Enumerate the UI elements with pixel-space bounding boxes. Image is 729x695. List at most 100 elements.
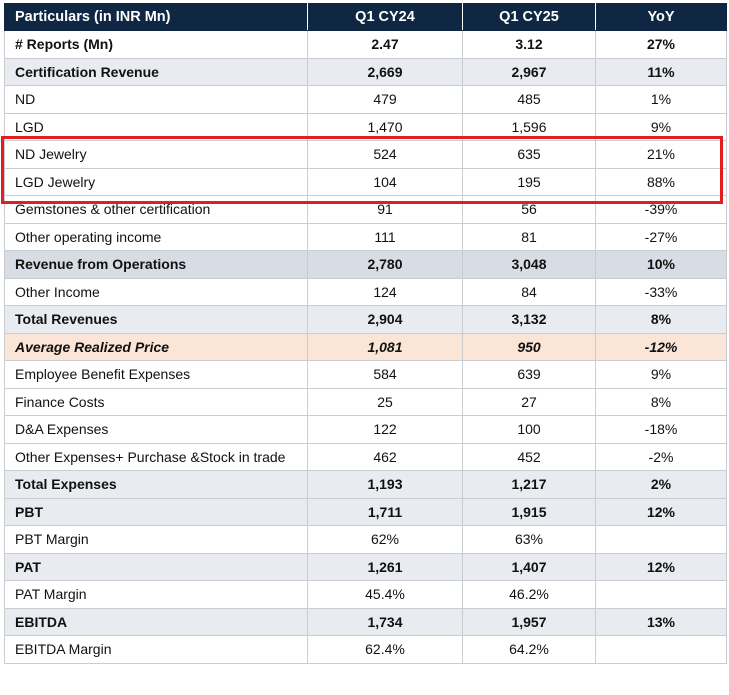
value-q1-cy25: 84 <box>462 277 596 306</box>
value-q1-cy24: 1,734 <box>307 607 463 636</box>
row-label: ND Jewelry <box>4 140 308 169</box>
value-yoy <box>595 635 727 664</box>
value-q1-cy25: 2,967 <box>462 57 596 86</box>
value-q1-cy25: 63% <box>462 525 596 554</box>
value-yoy: -27% <box>595 222 727 251</box>
header-q1-cy25: Q1 CY25 <box>462 3 596 31</box>
value-q1-cy24: 45.4% <box>307 580 463 609</box>
header-yoy: YoY <box>595 3 727 31</box>
value-q1-cy25: 1,915 <box>462 497 596 526</box>
value-q1-cy24: 1,711 <box>307 497 463 526</box>
table-row: PAT Margin 45.4% 46.2% <box>4 580 727 609</box>
value-yoy: 12% <box>595 497 727 526</box>
value-q1-cy24: 2,669 <box>307 57 463 86</box>
row-label: Total Revenues <box>4 305 308 334</box>
row-label: Certification Revenue <box>4 57 308 86</box>
value-q1-cy25: 46.2% <box>462 580 596 609</box>
table-row: Employee Benefit Expenses 584 639 9% <box>4 360 727 389</box>
value-yoy <box>595 525 727 554</box>
row-label: PBT Margin <box>4 525 308 554</box>
row-label: PAT <box>4 552 308 581</box>
value-q1-cy25: 64.2% <box>462 635 596 664</box>
row-label: Other Income <box>4 277 308 306</box>
value-q1-cy25: 1,407 <box>462 552 596 581</box>
value-q1-cy24: 1,470 <box>307 112 463 141</box>
value-q1-cy24: 104 <box>307 167 463 196</box>
value-q1-cy25: 3.12 <box>462 30 596 59</box>
table-row: Finance Costs 25 27 8% <box>4 387 727 416</box>
table-row: Revenue from Operations 2,780 3,048 10% <box>4 250 727 279</box>
value-q1-cy25: 950 <box>462 332 596 361</box>
value-q1-cy25: 1,957 <box>462 607 596 636</box>
value-q1-cy25: 100 <box>462 415 596 444</box>
value-yoy <box>595 580 727 609</box>
table-row: Other Expenses+ Purchase &Stock in trade… <box>4 442 727 471</box>
value-q1-cy24: 124 <box>307 277 463 306</box>
value-yoy: 13% <box>595 607 727 636</box>
value-yoy: 11% <box>595 57 727 86</box>
value-yoy: 88% <box>595 167 727 196</box>
table-row: LGD 1,470 1,596 9% <box>4 112 727 141</box>
row-label: LGD <box>4 112 308 141</box>
row-label: # Reports (Mn) <box>4 30 308 59</box>
table-row: ND 479 485 1% <box>4 85 727 114</box>
table-row: EBITDA Margin 62.4% 64.2% <box>4 635 727 664</box>
value-q1-cy24: 2,904 <box>307 305 463 334</box>
row-label: Other operating income <box>4 222 308 251</box>
value-q1-cy25: 1,596 <box>462 112 596 141</box>
value-q1-cy24: 462 <box>307 442 463 471</box>
value-q1-cy24: 1,193 <box>307 470 463 499</box>
value-yoy: -2% <box>595 442 727 471</box>
value-yoy: -39% <box>595 195 727 224</box>
value-yoy: 2% <box>595 470 727 499</box>
value-yoy: 8% <box>595 387 727 416</box>
table-row: Total Expenses 1,193 1,217 2% <box>4 470 727 499</box>
value-yoy: 1% <box>595 85 727 114</box>
value-yoy: 9% <box>595 360 727 389</box>
financial-table-container: Particulars (in INR Mn) Q1 CY24 Q1 CY25 … <box>4 3 727 664</box>
row-label: EBITDA Margin <box>4 635 308 664</box>
table-row: PBT Margin 62% 63% <box>4 525 727 554</box>
row-label: LGD Jewelry <box>4 167 308 196</box>
value-q1-cy24: 111 <box>307 222 463 251</box>
value-q1-cy25: 27 <box>462 387 596 416</box>
value-q1-cy25: 195 <box>462 167 596 196</box>
value-q1-cy24: 25 <box>307 387 463 416</box>
value-yoy: 21% <box>595 140 727 169</box>
value-q1-cy25: 635 <box>462 140 596 169</box>
value-yoy: 10% <box>595 250 727 279</box>
value-q1-cy25: 56 <box>462 195 596 224</box>
table-row: Other Income 124 84 -33% <box>4 277 727 306</box>
row-label: Total Expenses <box>4 470 308 499</box>
financial-table: Particulars (in INR Mn) Q1 CY24 Q1 CY25 … <box>4 3 727 664</box>
header-q1-cy24: Q1 CY24 <box>307 3 463 31</box>
value-yoy: 9% <box>595 112 727 141</box>
value-yoy: 12% <box>595 552 727 581</box>
value-q1-cy24: 1,081 <box>307 332 463 361</box>
table-row: LGD Jewelry 104 195 88% <box>4 167 727 196</box>
table-row: EBITDA 1,734 1,957 13% <box>4 607 727 636</box>
row-label: Average Realized Price <box>4 332 308 361</box>
table-row: PBT 1,711 1,915 12% <box>4 497 727 526</box>
value-yoy: -33% <box>595 277 727 306</box>
value-q1-cy24: 62% <box>307 525 463 554</box>
value-yoy: -18% <box>595 415 727 444</box>
value-q1-cy24: 2,780 <box>307 250 463 279</box>
value-yoy: -12% <box>595 332 727 361</box>
value-q1-cy25: 81 <box>462 222 596 251</box>
row-label: Other Expenses+ Purchase &Stock in trade <box>4 442 308 471</box>
header-particulars: Particulars (in INR Mn) <box>4 3 308 31</box>
value-q1-cy24: 584 <box>307 360 463 389</box>
value-yoy: 27% <box>595 30 727 59</box>
table-row: ND Jewelry 524 635 21% <box>4 140 727 169</box>
value-q1-cy25: 452 <box>462 442 596 471</box>
row-label: Gemstones & other certification <box>4 195 308 224</box>
value-q1-cy25: 485 <box>462 85 596 114</box>
row-label: D&A Expenses <box>4 415 308 444</box>
value-q1-cy24: 479 <box>307 85 463 114</box>
value-q1-cy25: 1,217 <box>462 470 596 499</box>
value-q1-cy25: 639 <box>462 360 596 389</box>
table-row: Certification Revenue 2,669 2,967 11% <box>4 57 727 86</box>
table-row: Average Realized Price 1,081 950 -12% <box>4 332 727 361</box>
row-label: EBITDA <box>4 607 308 636</box>
